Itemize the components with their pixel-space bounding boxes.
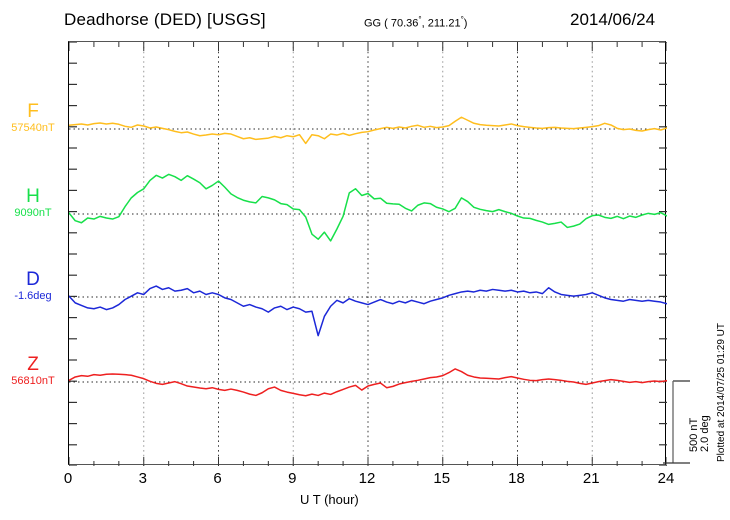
trace-label-f-letter: F [27, 101, 39, 122]
coords-prefix: GG ( 70.36 [364, 17, 419, 30]
x-tick-label-15: 15 [433, 470, 451, 487]
trace-label-f-baseline: 57540nT [11, 122, 55, 134]
coords-mid: , 211.21 [421, 17, 461, 30]
scale-bar-icon [663, 380, 690, 464]
degree-icon-2: ° [460, 15, 464, 24]
x-tick-label-3: 3 [138, 470, 147, 487]
plotted-at-stamp: Plotted at 2014/07/25 01:29 UT [716, 323, 727, 462]
observation-date: 2014/06/24 [570, 10, 656, 29]
degree-icon-1: ° [418, 15, 422, 24]
trace-label-h-letter: H [26, 186, 40, 207]
trace-label-f: F 57540nT [0, 102, 66, 136]
trace-label-z-letter: Z [27, 354, 39, 375]
coords-suffix: ) [463, 17, 468, 30]
x-tick-label-12: 12 [358, 470, 376, 487]
trace-label-h: H 9090nT [0, 187, 66, 221]
x-axis-title: U T (hour) [300, 492, 359, 507]
trace-label-d: D -1.6deg [0, 270, 66, 304]
plot-svg [69, 42, 667, 466]
x-tick-label-24: 24 [657, 470, 675, 487]
page-title: Deadhorse (DED) [USGS] [64, 10, 266, 29]
geographic-coordinates: GG ( 70.36°, 211.21°) [364, 15, 467, 30]
trace-label-z-baseline: 56810nT [11, 375, 55, 387]
x-tick-label-18: 18 [508, 470, 525, 487]
magnetogram-plot-area [68, 41, 667, 466]
x-tick-label-0: 0 [63, 470, 73, 487]
x-tick-label-6: 6 [213, 470, 222, 487]
trace-label-d-letter: D [26, 269, 40, 290]
trace-label-d-baseline: -1.6deg [14, 290, 52, 302]
x-tick-label-9: 9 [288, 470, 297, 487]
x-tick-label-21: 21 [582, 470, 600, 487]
scalebar-deg-label: 2.0 deg [699, 415, 711, 452]
trace-label-h-baseline: 9090nT [14, 207, 52, 219]
trace-label-z: Z 56810nT [0, 355, 66, 389]
